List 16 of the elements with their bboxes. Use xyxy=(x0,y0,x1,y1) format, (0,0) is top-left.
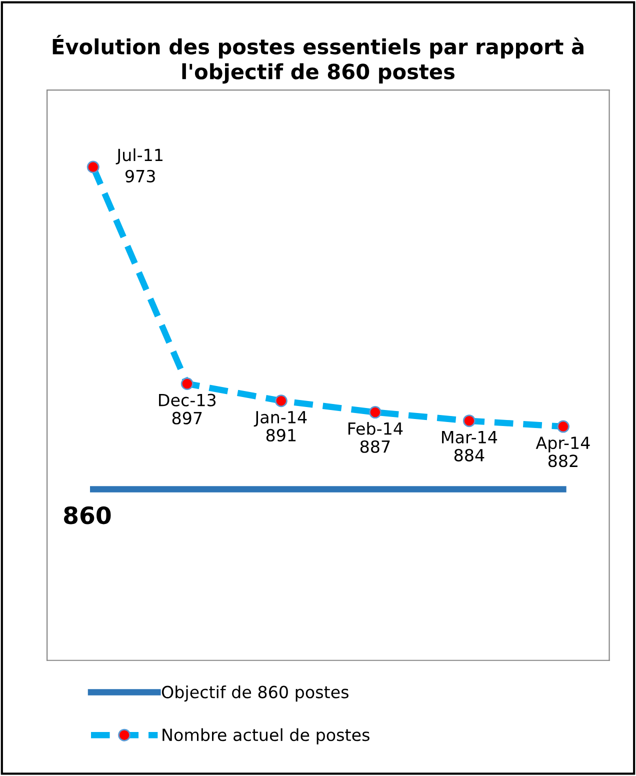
x-tick-label: Feb-14 xyxy=(348,422,403,435)
legend-label: Objectif de 860 postes xyxy=(162,685,348,702)
x-tick-label: Dec-13 xyxy=(159,394,216,406)
x-tick-label: Apr-14 xyxy=(536,436,590,452)
x-tick-label: Jul-11 xyxy=(116,148,162,164)
x-tick-label: Mar-14 xyxy=(442,431,498,444)
data-label: 897 xyxy=(172,412,202,424)
data-label: 887 xyxy=(360,440,390,453)
data-label: 891 xyxy=(266,428,296,442)
x-tick-label: Jan-14 xyxy=(254,411,307,427)
chart-title: Évolution des postes essentiels par rapport à l'objectif de 860 postes xyxy=(52,34,584,84)
data-label: 884 xyxy=(454,448,484,462)
data-label: 860 xyxy=(64,506,111,524)
legend-label: Nombre actuel de postes xyxy=(162,728,370,744)
data-label: 882 xyxy=(548,454,578,468)
data-label: 973 xyxy=(126,170,155,182)
